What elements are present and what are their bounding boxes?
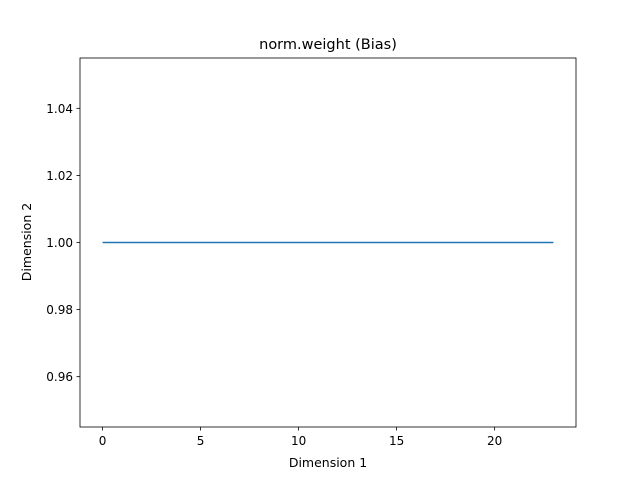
- x-tick-label: 15: [389, 434, 404, 448]
- y-tick-label: 0.96: [46, 370, 73, 384]
- y-tick-label: 1.00: [46, 236, 73, 250]
- chart-title: norm.weight (Bias): [259, 37, 397, 53]
- x-axis-label: Dimension 1: [289, 455, 367, 470]
- axes-layer: 0 5 10 15 20 0.96 0.98 1.00 1.02 1.04: [46, 57, 577, 448]
- plot-frame: [79, 57, 577, 428]
- x-tick-label: 5: [197, 434, 205, 448]
- x-tick-label: 0: [99, 434, 107, 448]
- y-axis-label: Dimension 2: [19, 203, 34, 281]
- x-tick-label: 20: [487, 434, 502, 448]
- x-tick-label: 10: [291, 434, 306, 448]
- y-tick-label: 0.98: [46, 303, 73, 317]
- y-tick-label: 1.02: [46, 169, 73, 183]
- y-tick-label: 1.04: [46, 102, 73, 116]
